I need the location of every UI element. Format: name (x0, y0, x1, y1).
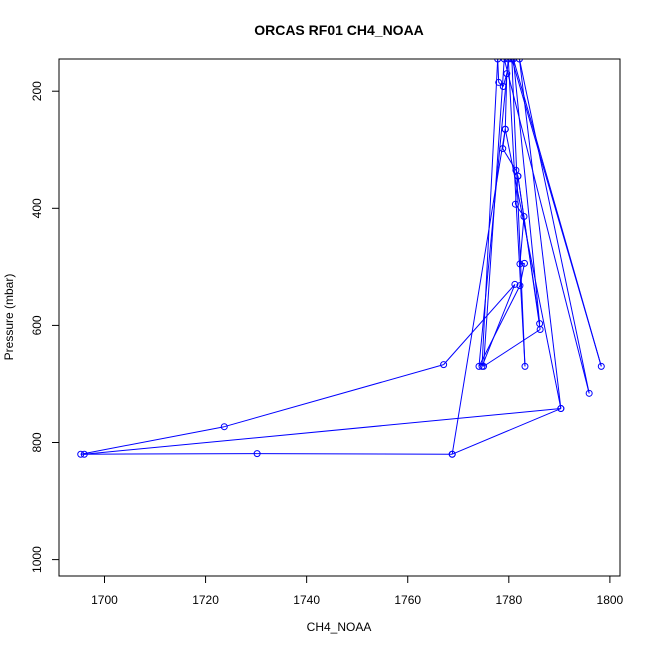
y-tick-label: 400 (30, 198, 44, 218)
series-segment (80, 453, 258, 455)
data-point (77, 450, 85, 458)
data-point (511, 280, 519, 288)
series-segment (84, 408, 561, 455)
series-segment (518, 59, 562, 409)
x-tick-label: 1700 (91, 593, 118, 607)
data-point (253, 450, 261, 458)
x-tick-label: 1740 (293, 593, 320, 607)
data-point (516, 282, 524, 290)
series-segment (503, 59, 590, 394)
series-segment (504, 73, 508, 130)
series-segment (481, 284, 516, 367)
data-point (220, 423, 228, 431)
chart-title: ORCAS RF01 CH4_NOAA (254, 22, 424, 38)
data-point (511, 200, 519, 208)
data-point (448, 450, 456, 458)
data-point (494, 59, 502, 63)
data-point (557, 405, 565, 413)
series-segment (481, 59, 499, 367)
series-segment (507, 59, 526, 367)
data-point (499, 83, 507, 91)
series-segment (452, 408, 562, 455)
x-axis-label: CH4_NOAA (307, 620, 372, 634)
y-tick-label: 600 (30, 315, 44, 335)
data-point (585, 389, 593, 397)
data-point (501, 125, 509, 133)
y-tick-label: 1000 (30, 546, 44, 573)
series-segment (502, 73, 508, 87)
series-segment (451, 129, 506, 455)
data-point (440, 361, 448, 369)
series-segment (483, 329, 541, 367)
series-segment (443, 284, 516, 365)
plot-area (77, 59, 605, 458)
data-point (480, 362, 488, 370)
series-segment (511, 59, 526, 367)
data-point (520, 259, 528, 267)
data-point (475, 362, 483, 370)
data-point (504, 59, 512, 63)
series-segment (224, 364, 444, 428)
series-segment (517, 176, 541, 330)
series-segment (518, 59, 590, 394)
y-tick-label: 200 (30, 81, 44, 101)
data-point (515, 59, 523, 63)
data-point (536, 326, 544, 334)
data-point (520, 213, 528, 221)
y-tick-label: 800 (30, 432, 44, 452)
data-point (500, 59, 508, 63)
data-point (597, 362, 605, 370)
x-tick-label: 1780 (495, 593, 522, 607)
y-axis: 200 400 600 800 1000 (30, 81, 59, 573)
series-segment (257, 453, 453, 455)
data-point (499, 145, 507, 153)
y-axis-label: Pressure (mbar) (2, 274, 16, 361)
data-point (80, 450, 88, 458)
series-segment (497, 59, 500, 83)
data-point (521, 362, 529, 370)
series-segment (478, 285, 521, 367)
data-point (495, 78, 503, 86)
data-point (509, 59, 517, 63)
x-axis: 1700 1720 1740 1760 1780 1800 (91, 576, 624, 607)
x-tick-label: 1800 (597, 593, 624, 607)
data-point (514, 172, 522, 180)
series-segment (483, 59, 505, 367)
x-tick-label: 1720 (192, 593, 219, 607)
data-point (503, 70, 511, 78)
series-segment (512, 59, 602, 367)
series-segment (80, 426, 225, 455)
data-point (516, 260, 524, 268)
x-tick-label: 1760 (394, 593, 421, 607)
plot-frame (58, 58, 621, 577)
